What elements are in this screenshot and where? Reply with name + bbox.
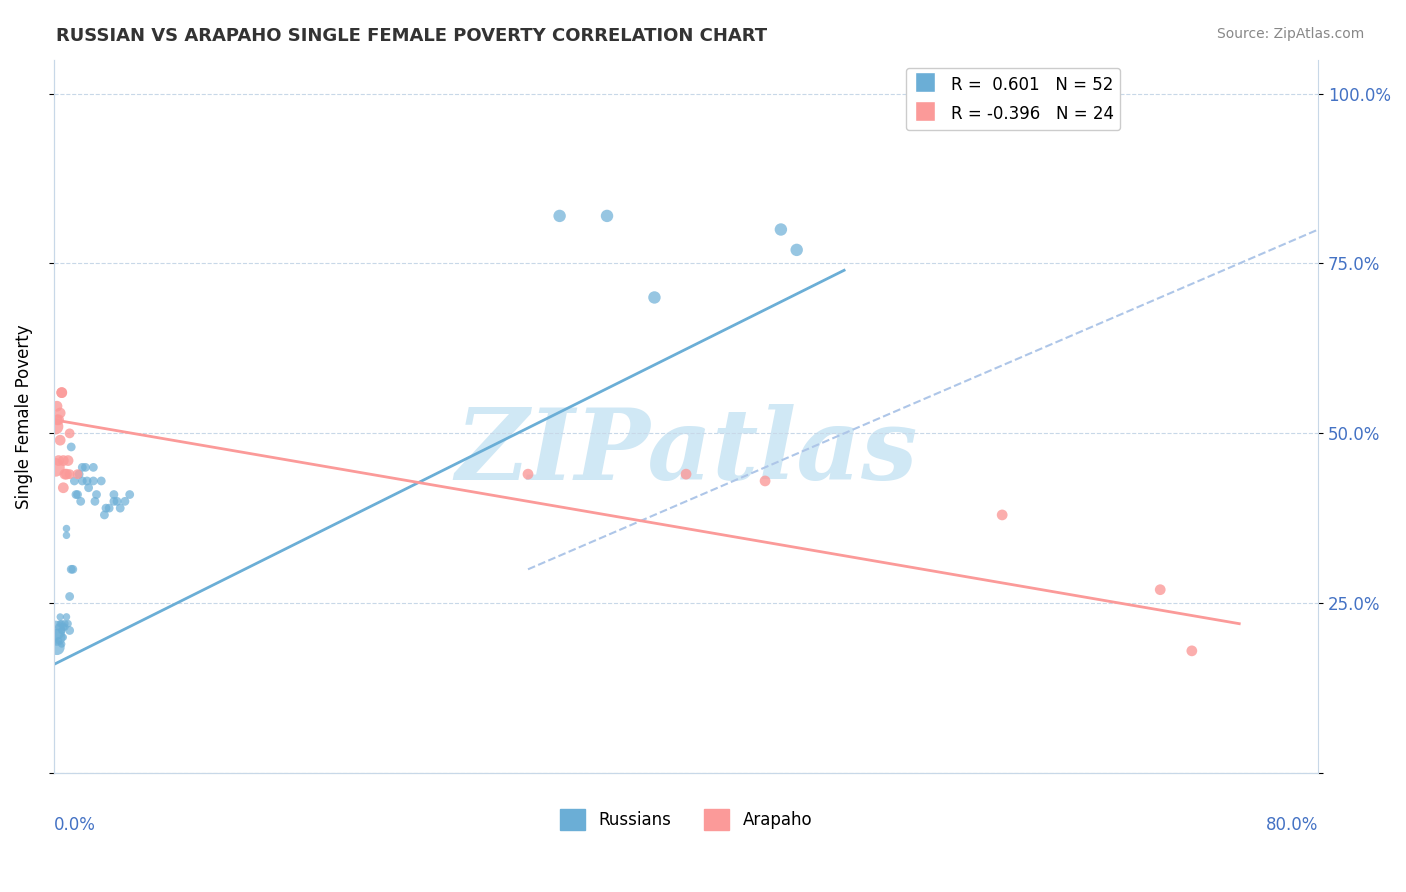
Point (103, 494, 125, 508)
Point (643, 290, 665, 304)
Point (46, 640, 69, 655)
Text: 0.0%: 0.0% (53, 816, 96, 834)
Point (93, 508, 115, 522)
Point (48, 620, 70, 634)
Point (769, 222, 792, 236)
Text: 80.0%: 80.0% (1265, 816, 1319, 834)
Point (66, 487, 89, 501)
Point (59, 590, 82, 604)
Point (1181, 644, 1204, 658)
Point (82, 474, 104, 488)
Point (56, 616, 79, 631)
Point (53, 620, 76, 634)
Point (55, 522, 77, 536)
Point (76, 474, 98, 488)
Point (52, 630, 75, 644)
Point (53, 616, 76, 631)
Point (98, 501, 121, 516)
Point (59, 426, 82, 441)
Text: Source: ZipAtlas.com: Source: ZipAtlas.com (1216, 27, 1364, 41)
Point (51, 385, 73, 400)
Point (63, 474, 86, 488)
Point (52, 620, 75, 634)
Point (75, 460, 97, 475)
Point (49, 616, 72, 631)
Point (51, 616, 73, 631)
Point (44, 419, 66, 434)
Point (59, 624, 82, 638)
Point (49, 433, 72, 447)
Point (55, 467, 77, 482)
Point (51, 637, 73, 651)
Point (118, 487, 141, 501)
Point (65, 487, 87, 501)
Point (52, 453, 75, 467)
Point (56, 453, 79, 467)
Point (62, 562, 84, 576)
Point (86, 487, 108, 501)
Point (754, 474, 776, 488)
Text: ZIPatlas: ZIPatlas (456, 404, 917, 500)
Point (991, 508, 1014, 522)
Point (90, 474, 112, 488)
Point (55, 610, 77, 624)
Point (67, 467, 90, 482)
Point (69, 494, 91, 508)
Point (94, 501, 117, 516)
Point (77, 481, 100, 495)
Legend: R =  0.601   N = 52, R = -0.396   N = 24: R = 0.601 N = 52, R = -0.396 N = 24 (905, 68, 1121, 130)
Point (60, 562, 83, 576)
Point (548, 209, 571, 223)
Point (114, 494, 136, 508)
Point (110, 501, 132, 516)
Point (66, 467, 89, 482)
Point (55, 528, 77, 542)
Point (48, 413, 70, 427)
Point (44, 624, 66, 638)
Point (82, 460, 104, 475)
Point (596, 209, 619, 223)
Point (1149, 582, 1171, 597)
Point (84, 494, 107, 508)
Point (46, 413, 69, 427)
Point (49, 406, 72, 420)
Point (105, 494, 128, 508)
Y-axis label: Single Female Poverty: Single Female Poverty (15, 324, 32, 508)
Point (44, 460, 66, 475)
Point (72, 474, 94, 488)
Point (59, 467, 82, 482)
Text: RUSSIAN VS ARAPAHO SINGLE FEMALE POVERTY CORRELATION CHART: RUSSIAN VS ARAPAHO SINGLE FEMALE POVERTY… (56, 27, 768, 45)
Point (52, 481, 75, 495)
Point (46, 630, 69, 644)
Point (48, 453, 70, 467)
Point (517, 467, 540, 482)
Point (53, 467, 76, 482)
Point (103, 487, 125, 501)
Point (49, 610, 72, 624)
Point (675, 467, 697, 482)
Point (786, 243, 808, 257)
Point (51, 624, 73, 638)
Point (51, 385, 73, 400)
Point (48, 633, 70, 648)
Point (72, 460, 94, 475)
Point (60, 440, 83, 454)
Point (46, 399, 69, 413)
